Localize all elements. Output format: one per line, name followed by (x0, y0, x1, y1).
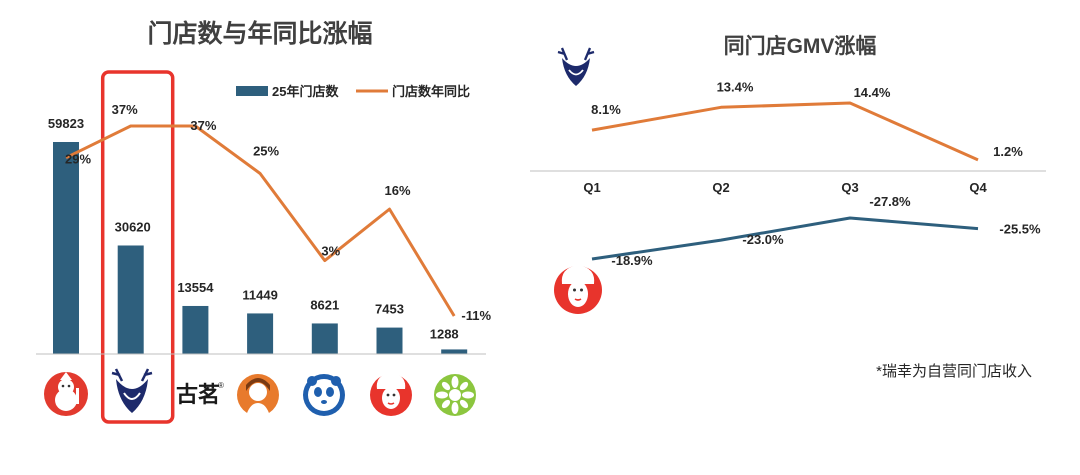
same-store-gmv-panel: 同门店GMV涨幅 Q1 Q2 Q3 Q4 8.1% 13.4% 14.4% 1.2% -18… (520, 0, 1080, 475)
svg-text:®: ® (218, 381, 224, 390)
store-count-label: 30620 (115, 219, 151, 234)
luckin-gmv-label: 13.4% (717, 79, 754, 94)
store-count-bar (53, 142, 79, 354)
highlight-box (100, 70, 175, 424)
store-count-bar (182, 305, 209, 354)
luckin-gmv-label: 8.1% (591, 102, 621, 117)
quarter-label: Q3 (841, 180, 858, 195)
legend-bar-label: 25年门店数 (272, 84, 339, 99)
yoy-label: -11% (461, 308, 491, 323)
store-count-label: 7453 (375, 302, 404, 317)
opera-brand-gmv-label: -18.9% (611, 253, 653, 268)
opera-brand-gmv-label: -27.8% (869, 194, 911, 209)
yoy-label: 29% (65, 152, 91, 167)
opera-brand-gmv-labels: -18.9% -23.0% -27.8% -25.5% (611, 194, 1041, 268)
opera-brand-gmv-label: -23.0% (742, 232, 784, 247)
guming-text-logo: 古茗 ® (176, 381, 224, 408)
store-count-label: 11449 (242, 287, 277, 302)
yoy-label: 25% (253, 144, 279, 159)
snowman-mascot-icon (44, 372, 88, 416)
store-count-bar (376, 327, 403, 354)
bar-labels-group: 59823 30620 13554 11449 8621 7453 1288 (48, 116, 459, 341)
legend: 25年门店数 门店数年同比 (236, 84, 470, 99)
quarter-label: Q2 (712, 180, 729, 195)
store-count-label: 8621 (310, 297, 339, 312)
lemon-slice-icon (434, 374, 476, 416)
store-count-bar (441, 349, 468, 354)
luckin-gmv-line (591, 101, 979, 162)
footnote: *瑞幸为自营同门店收入 (876, 363, 1032, 380)
gmv-chart-title: 同门店GMV涨幅 (723, 35, 877, 58)
yoy-line (65, 124, 456, 317)
bars-group (53, 142, 468, 354)
deer-logo-icon (111, 368, 153, 413)
store-count-chart-title: 门店数与年同比涨幅 (147, 20, 373, 48)
store-count-chart: 25年门店数 门店数年同比 59823 30620 13554 11449 8621 74… (36, 70, 491, 424)
opera-brand-gmv-label: -25.5% (999, 222, 1041, 237)
store-count-bar (247, 313, 274, 354)
store-count-bar (311, 323, 338, 354)
luckin-gmv-labels: 8.1% 13.4% 14.4% 1.2% (591, 79, 1023, 159)
girl-portrait-icon (237, 374, 279, 416)
yoy-label: 16% (384, 183, 410, 198)
legend-line-label: 门店数年同比 (392, 84, 470, 99)
panda-logo-icon (303, 374, 345, 416)
quarter-label: Q4 (969, 180, 987, 195)
opera-mask-icon (554, 265, 602, 314)
deer-logo-icon (557, 47, 595, 86)
quarter-label: Q1 (583, 180, 600, 195)
luckin-gmv-label: 14.4% (854, 85, 891, 100)
store-count-bar (117, 245, 144, 354)
store-count-label: 13554 (177, 280, 214, 295)
store-count-panel: 门店数与年同比涨幅 25年门店数 门店数年同比 59823 30620 13554 1… (0, 0, 520, 475)
opera-mask-icon (370, 373, 412, 416)
gmv-chart: Q1 Q2 Q3 Q4 8.1% 13.4% 14.4% 1.2% -18.9% -23.0%… (530, 47, 1046, 314)
brand-logos: 古茗 ® (44, 368, 476, 416)
luckin-gmv-label: 1.2% (993, 144, 1023, 159)
yoy-label: 3% (321, 244, 340, 259)
opera-brand-gmv-line (591, 216, 979, 261)
quarter-labels-group: Q1 Q2 Q3 Q4 (583, 180, 987, 195)
legend-bar-swatch (236, 86, 268, 96)
yoy-labels-group: 29% 37% 37% 25% 3% 16% -11% (65, 102, 491, 323)
yoy-label: 37% (112, 102, 138, 117)
yoy-label: 37% (190, 118, 216, 133)
store-count-label: 59823 (48, 116, 84, 131)
store-count-label: 1288 (430, 326, 459, 341)
svg-text:古茗: 古茗 (176, 382, 220, 408)
